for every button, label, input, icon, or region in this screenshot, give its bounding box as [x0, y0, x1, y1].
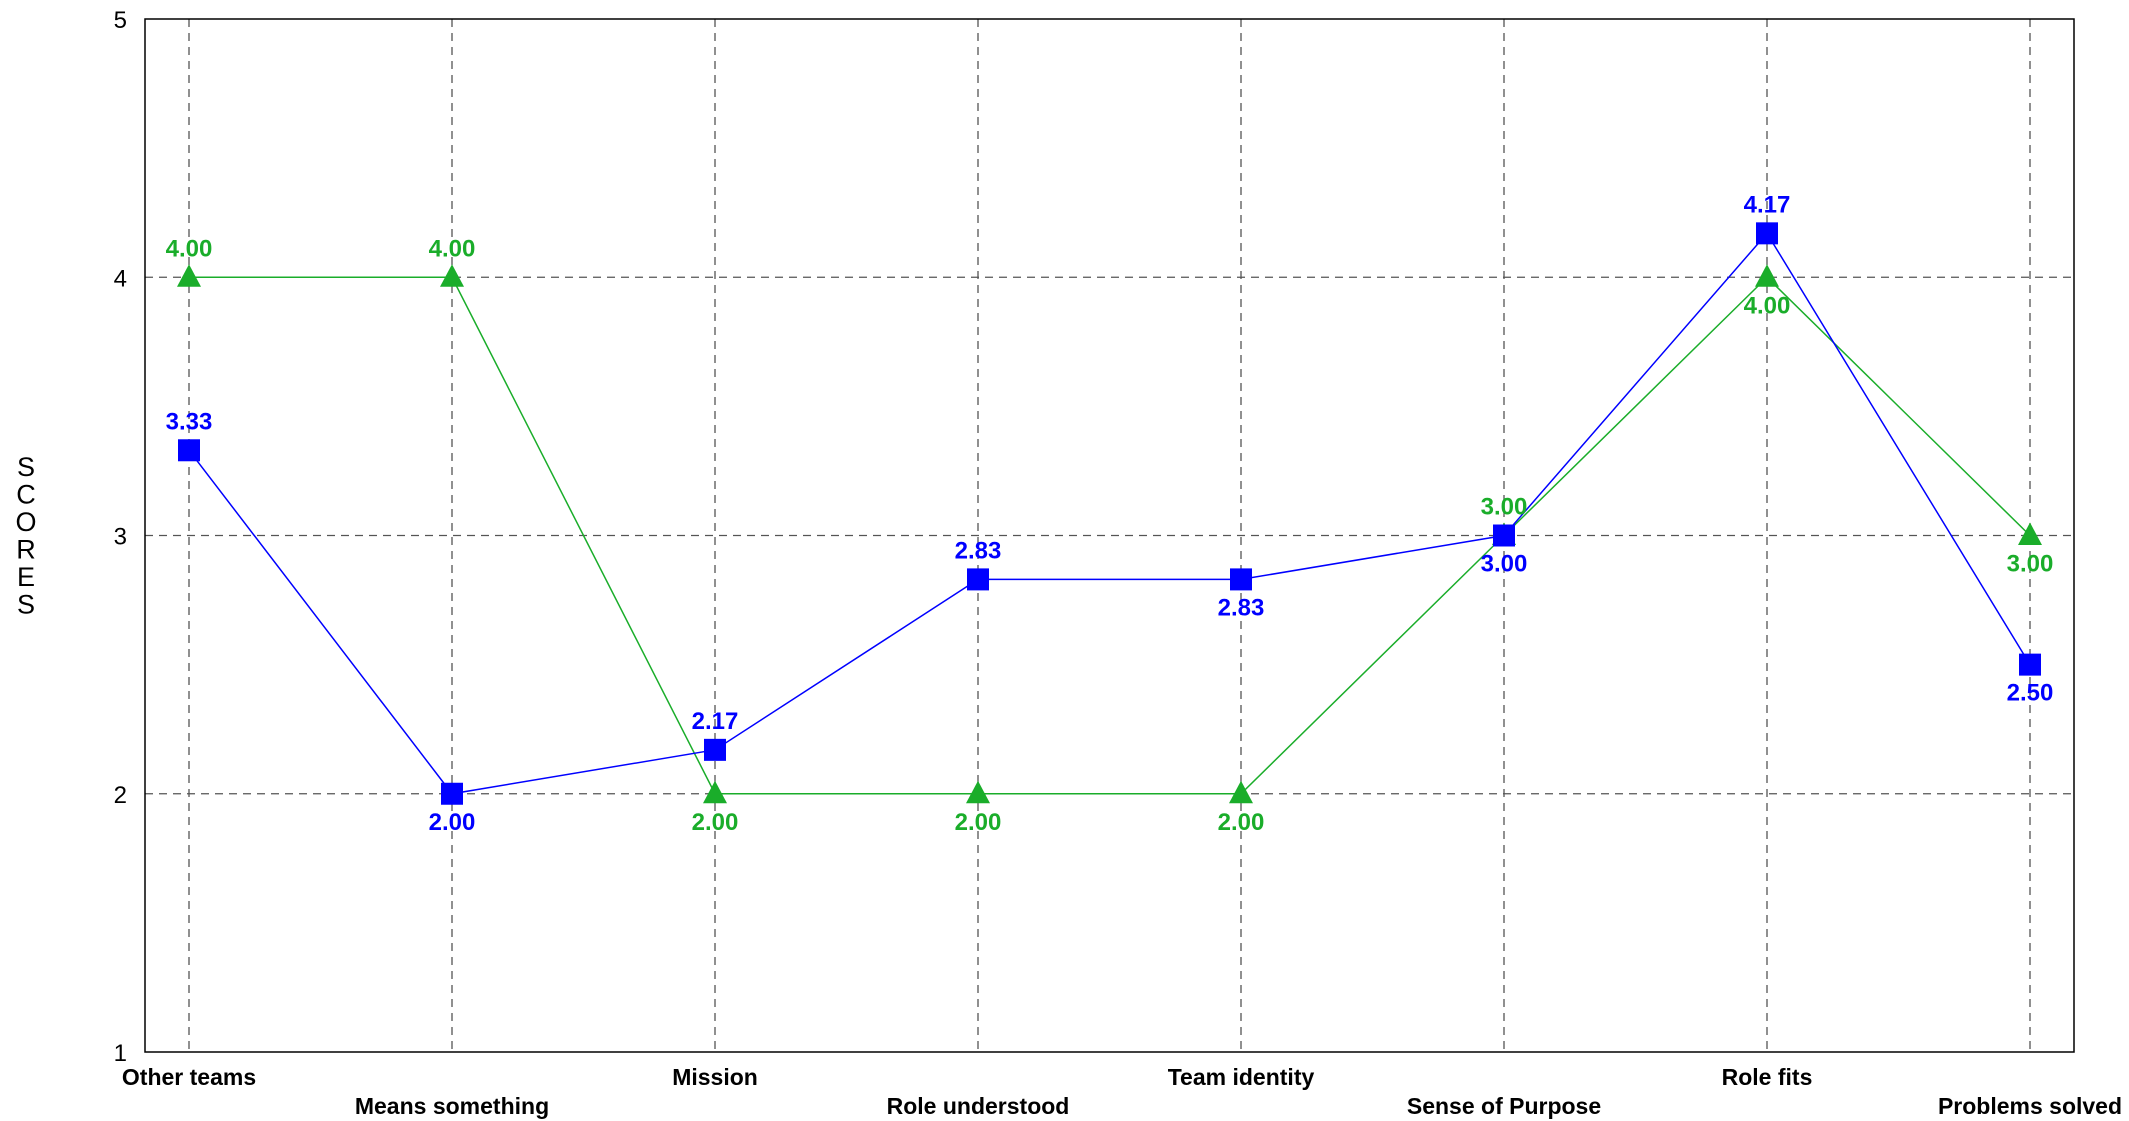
series-line	[188, 232, 2031, 795]
series-line	[189, 276, 2031, 795]
y-axis-label-letter: S	[17, 452, 35, 482]
y-tick-label: 3	[114, 524, 127, 551]
y-axis-label-letter: E	[17, 562, 35, 592]
grid-lines	[145, 19, 2074, 1052]
data-labels: 3.33 2.00 2.17 2.83 2.83 3.00 4.17 2.50 4.00 4.00…	[166, 191, 2054, 835]
data-label: 2.50	[2007, 680, 2054, 707]
data-label: 3.00	[1481, 494, 1528, 521]
y-axis-label-letter: O	[15, 507, 36, 537]
x-category-label: Mission	[672, 1064, 758, 1090]
data-label: 2.83	[955, 537, 1002, 564]
data-label: 4.00	[429, 235, 476, 262]
data-point-square	[178, 439, 200, 462]
y-tick-label: 4	[114, 265, 127, 292]
data-label: 2.83	[1218, 594, 1265, 621]
x-category-label: Means something	[355, 1093, 549, 1119]
data-point-square	[1230, 568, 1252, 591]
data-label: 2.00	[692, 809, 739, 836]
data-point-triangle	[1755, 264, 1779, 287]
data-label: 2.00	[429, 809, 476, 836]
data-label: 4.00	[166, 235, 213, 262]
x-category-label: Role understood	[887, 1093, 1070, 1119]
data-point-square	[704, 738, 726, 761]
x-category-label: Team identity	[1168, 1064, 1315, 1090]
x-category-label: Other teams	[122, 1064, 256, 1090]
y-axis-ticks: 1 2 3 4 5	[114, 7, 127, 1067]
data-point-triangle	[966, 780, 990, 804]
data-label: 3.33	[166, 408, 213, 435]
x-category-label: Role fits	[1722, 1064, 1813, 1090]
y-tick-label: 2	[114, 782, 127, 809]
x-category-label: Problems solved	[1938, 1093, 2122, 1119]
data-point-square	[1756, 222, 1778, 245]
y-tick-label: 5	[114, 7, 127, 34]
data-point-triangle	[440, 264, 464, 287]
x-axis-labels: Other teams Means something Mission Role un…	[122, 1064, 2122, 1119]
y-axis-label-letter: C	[16, 479, 36, 509]
data-point-square	[441, 782, 463, 805]
x-category-label: Sense of Purpose	[1407, 1093, 1601, 1119]
data-label: 2.00	[955, 809, 1002, 836]
y-axis-label-letter: S	[17, 589, 35, 619]
data-label: 2.17	[692, 708, 739, 735]
data-point-triangle	[1229, 780, 1253, 804]
data-point-square	[2019, 653, 2041, 676]
data-point-triangle	[703, 780, 727, 804]
data-label: 3.00	[1481, 551, 1528, 578]
y-axis-label-letter: R	[16, 534, 36, 564]
series-layer	[177, 222, 2042, 805]
data-label: 4.00	[1744, 292, 1791, 319]
data-point-square	[1493, 524, 1515, 547]
data-point-triangle	[2018, 522, 2042, 545]
y-tick-label: 1	[114, 1040, 127, 1067]
plot-frame	[144, 18, 2075, 1053]
data-point-triangle	[177, 264, 201, 287]
data-label: 4.17	[1744, 191, 1791, 218]
data-label: 3.00	[2007, 551, 2054, 578]
data-label: 2.00	[1218, 809, 1265, 836]
data-point-square	[967, 568, 989, 591]
